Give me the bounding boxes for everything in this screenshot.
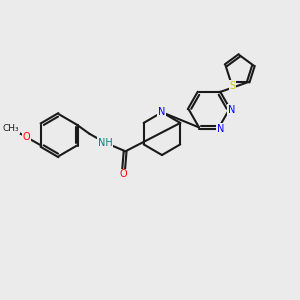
Text: O: O <box>23 132 30 142</box>
Text: O: O <box>120 169 128 179</box>
Text: NH: NH <box>98 138 112 148</box>
Text: S: S <box>229 81 236 91</box>
Text: N: N <box>228 105 235 115</box>
Text: N: N <box>217 124 224 134</box>
Text: CH₃: CH₃ <box>3 124 19 134</box>
Text: N: N <box>158 107 166 117</box>
